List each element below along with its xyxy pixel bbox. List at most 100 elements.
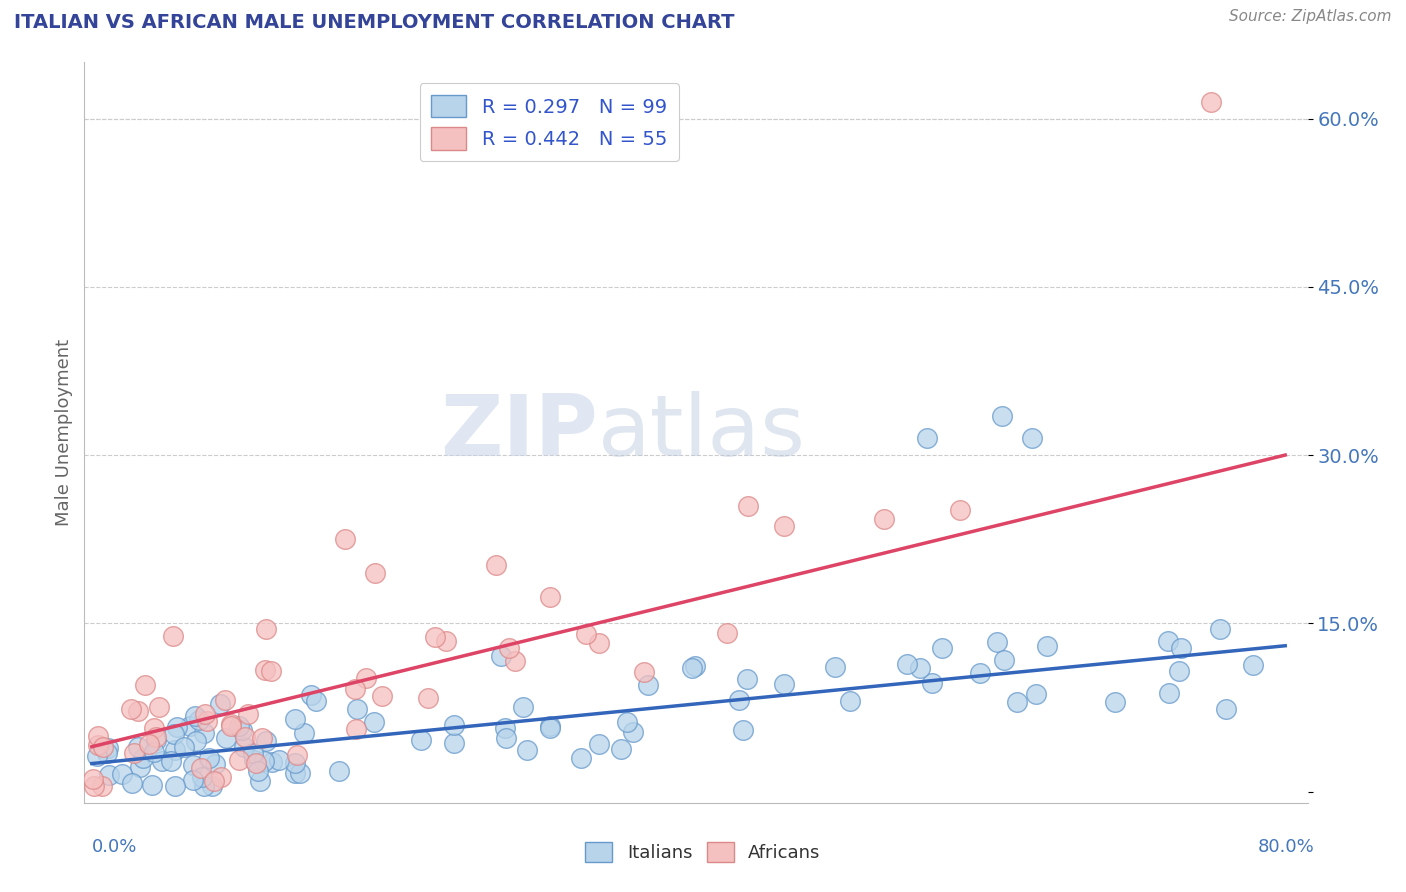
- Point: [494, 721, 516, 735]
- Point: [254, 623, 277, 637]
- Point: [245, 756, 267, 771]
- Legend: R = 0.297   N = 99, R = 0.442   N = 55: R = 0.297 N = 99, R = 0.442 N = 55: [419, 83, 679, 161]
- Point: [190, 770, 212, 784]
- Point: [253, 754, 276, 768]
- Point: [219, 716, 242, 731]
- Point: [96, 746, 118, 760]
- Point: [346, 702, 368, 716]
- Point: [737, 499, 759, 513]
- Point: [343, 682, 366, 697]
- Point: [503, 654, 526, 668]
- Point: [198, 751, 221, 765]
- Point: [538, 719, 561, 733]
- Point: [299, 688, 322, 702]
- Point: [621, 724, 644, 739]
- Point: [873, 512, 896, 526]
- Text: ZIP: ZIP: [440, 391, 598, 475]
- Point: [87, 739, 110, 753]
- Point: [145, 730, 167, 744]
- Point: [434, 633, 457, 648]
- Point: [285, 747, 308, 762]
- Point: [328, 764, 350, 778]
- Point: [931, 640, 953, 655]
- Text: 0.0%: 0.0%: [91, 838, 136, 856]
- Point: [150, 754, 173, 768]
- Point: [969, 666, 991, 681]
- Point: [588, 636, 610, 650]
- Point: [1170, 641, 1192, 656]
- Point: [97, 741, 120, 756]
- Point: [305, 694, 328, 708]
- Point: [1199, 95, 1222, 109]
- Point: [681, 661, 703, 675]
- Point: [127, 739, 149, 754]
- Point: [716, 625, 738, 640]
- Point: [824, 660, 846, 674]
- Point: [132, 750, 155, 764]
- Point: [733, 723, 755, 738]
- Text: 80.0%: 80.0%: [1258, 838, 1315, 856]
- Point: [82, 772, 104, 787]
- Point: [364, 566, 387, 580]
- Point: [416, 690, 439, 705]
- Point: [148, 700, 170, 714]
- Point: [165, 743, 187, 757]
- Point: [1156, 633, 1178, 648]
- Point: [134, 678, 156, 692]
- Point: [179, 719, 201, 733]
- Point: [269, 753, 291, 767]
- Point: [290, 766, 312, 780]
- Point: [294, 726, 316, 740]
- Point: [91, 779, 114, 793]
- Point: [633, 665, 655, 679]
- Point: [538, 590, 561, 604]
- Point: [138, 737, 160, 751]
- Point: [121, 775, 143, 789]
- Point: [610, 741, 633, 756]
- Point: [209, 770, 232, 784]
- Point: [485, 558, 508, 572]
- Point: [250, 731, 273, 745]
- Point: [371, 690, 394, 704]
- Point: [97, 768, 120, 782]
- Point: [284, 765, 307, 780]
- Point: [1159, 686, 1181, 700]
- Point: [498, 640, 520, 655]
- Point: [260, 756, 283, 770]
- Point: [183, 708, 205, 723]
- Point: [202, 774, 225, 789]
- Point: [896, 657, 918, 672]
- Point: [575, 626, 598, 640]
- Point: [249, 773, 271, 788]
- Point: [143, 721, 166, 735]
- Point: [195, 714, 218, 728]
- Point: [93, 740, 115, 755]
- Point: [190, 761, 212, 775]
- Point: [193, 726, 215, 740]
- Point: [1005, 695, 1028, 709]
- Point: [86, 749, 108, 764]
- Text: Source: ZipAtlas.com: Source: ZipAtlas.com: [1229, 9, 1392, 24]
- Point: [166, 720, 188, 734]
- Point: [495, 731, 517, 745]
- Point: [838, 694, 860, 708]
- Point: [335, 532, 357, 546]
- Point: [588, 737, 610, 751]
- Point: [124, 747, 146, 761]
- Point: [908, 661, 931, 675]
- Point: [215, 731, 238, 746]
- Point: [214, 692, 236, 706]
- Point: [253, 663, 276, 677]
- Point: [83, 779, 105, 793]
- Point: [344, 723, 367, 737]
- Point: [204, 757, 226, 772]
- Point: [232, 739, 254, 754]
- Point: [228, 753, 250, 767]
- Point: [773, 676, 796, 690]
- Point: [1104, 695, 1126, 709]
- Point: [163, 727, 186, 741]
- Y-axis label: Male Unemployment: Male Unemployment: [55, 339, 73, 526]
- Point: [512, 699, 534, 714]
- Point: [354, 671, 377, 685]
- Point: [915, 431, 938, 445]
